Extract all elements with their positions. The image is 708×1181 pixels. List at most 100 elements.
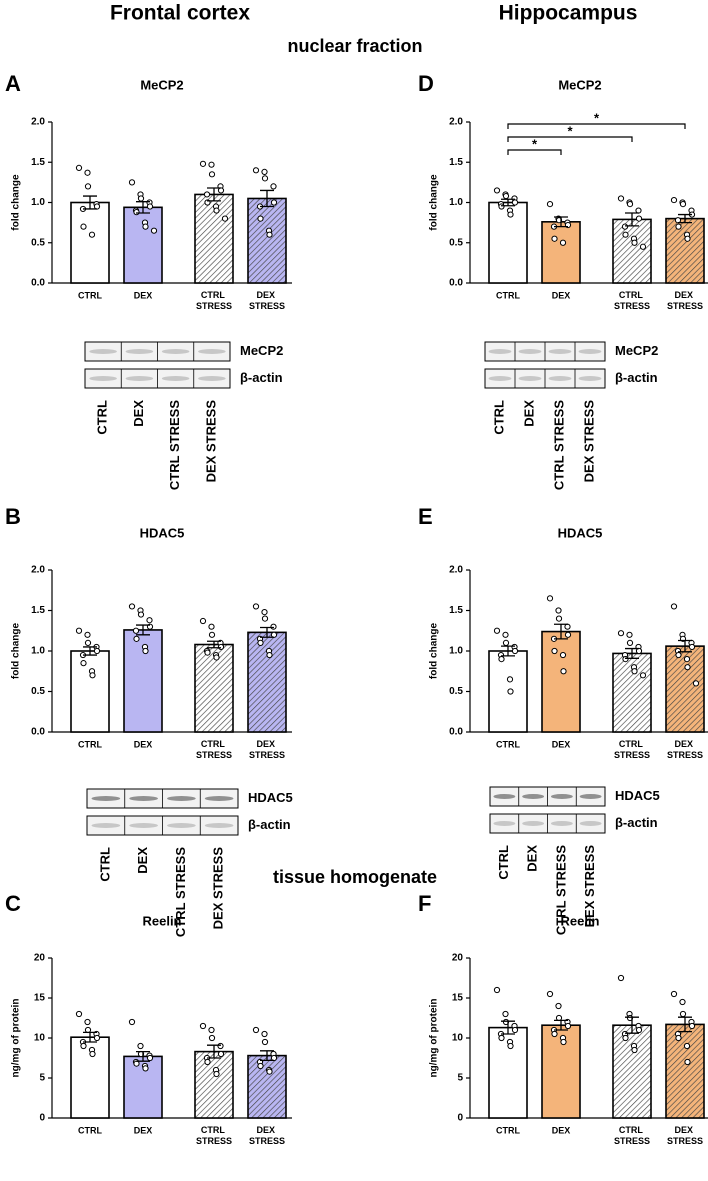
y-tick-label: 10 [452,1033,464,1044]
data-point [498,656,505,663]
data-point [213,654,220,661]
significance-bracket [507,136,633,142]
bar [70,650,110,733]
data-point [142,647,149,655]
x-tick-label: CTRL [78,1125,102,1135]
data-point [75,1010,83,1018]
y-tick-label: 0.0 [31,278,45,289]
data-point [75,627,83,634]
data-point [257,639,264,647]
x-tick-label: CTRL STRESS [196,1125,232,1146]
data-point [204,649,211,656]
blot-band [89,376,117,381]
column-header: Frontal cortex [110,2,250,25]
blot-band [129,823,158,828]
data-point [621,223,629,230]
data-point [75,164,83,171]
bar [612,218,652,284]
error-bar [136,201,150,214]
data-point [626,201,634,208]
error-bar [136,1050,150,1062]
y-tick-label: 1.0 [449,646,463,657]
data-point [137,195,145,202]
data-point [208,1026,215,1034]
data-point [502,1010,509,1018]
error-bar [678,213,692,224]
blot-band [129,796,158,801]
band-label: β-actin [240,370,283,385]
lane-label: CTRL [95,400,110,435]
data-point [511,1026,519,1034]
bar [247,197,287,284]
lane-label: DEX [525,845,540,872]
bar [665,217,705,284]
data-point [564,631,572,638]
blot-band [493,821,516,826]
y-tick-label: 1.5 [31,605,45,616]
data-point [675,1034,682,1042]
x-tick-label: CTRL STRESS [614,290,650,311]
data-point [257,215,264,222]
data-point [84,1018,91,1026]
x-tick-label: DEX STRESS [249,739,285,760]
band-label: β-actin [248,817,291,832]
data-point [146,617,153,624]
data-point [622,656,629,663]
chart-title: MeCP2 [140,77,183,92]
x-tick-label: DEX STRESS [249,1125,285,1146]
y-tick-label: 20 [34,953,46,964]
y-tick-label: 0 [39,1113,45,1124]
data-point [217,1050,225,1058]
blot-band [578,376,602,381]
data-point [89,672,96,679]
data-point [679,1010,687,1018]
x-tick-label: CTRL STRESS [196,739,232,760]
x-tick-label: CTRL STRESS [196,290,232,311]
bar [612,1024,652,1119]
bar [541,221,581,284]
error-bar [625,1016,639,1034]
data-point [199,1022,207,1030]
error-bar [83,1031,97,1043]
x-tick-label: DEX STRESS [667,1125,703,1146]
data-point [546,990,554,998]
data-point [252,603,260,610]
data-point [208,1034,216,1042]
data-point [128,179,136,186]
data-point [93,647,101,655]
x-tick-label: DEX STRESS [249,290,285,311]
y-axis-label: fold change [11,174,22,231]
data-point [622,1034,629,1042]
data-point [639,243,647,250]
x-tick-label: CTRL STRESS [614,739,650,760]
y-tick-label: 2.0 [449,565,463,576]
data-point [546,595,554,602]
significance-bracket [507,123,686,129]
data-point [511,199,519,206]
y-axis-label: fold change [11,623,22,680]
bar [194,1050,234,1119]
chart-title: MeCP2 [558,77,601,92]
data-point [670,990,678,998]
blot-band [91,796,121,801]
x-tick-label: DEX STRESS [667,739,703,760]
y-tick-label: 0.0 [449,278,463,289]
data-point [560,1038,567,1046]
lane-label: CTRL STRESS [173,847,188,937]
y-tick-label: 1.5 [449,157,463,168]
data-point [635,1026,643,1034]
data-point [622,231,629,238]
data-point [683,1042,691,1050]
error-bar [207,187,221,202]
error-bar [83,646,97,656]
data-point [142,1065,149,1072]
data-point [203,191,211,198]
y-tick-label: 10 [34,1033,46,1044]
y-axis-label: fold change [429,623,440,680]
data-point [679,201,687,208]
data-point [684,664,691,671]
data-point [617,195,625,202]
data-point [688,1022,696,1030]
data-point [208,623,215,630]
bar [70,201,110,284]
